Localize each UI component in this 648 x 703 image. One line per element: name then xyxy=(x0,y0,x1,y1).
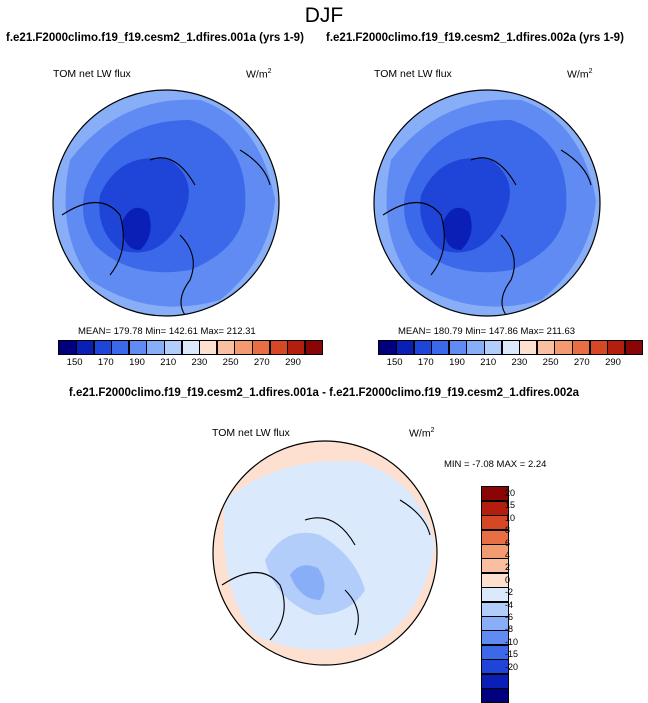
colorbar-tick-label: 170 xyxy=(417,357,434,368)
coastlines xyxy=(382,149,592,316)
map-border xyxy=(212,440,438,666)
colorbar-tick-label: 190 xyxy=(449,357,465,368)
case1-stats: MEAN= 179.78 Min= 142.61 Max= 212.31 xyxy=(78,326,256,337)
flux-fill-low xyxy=(420,158,510,253)
colorbar-swatch xyxy=(554,340,573,355)
colorbar-tick-label: 290 xyxy=(605,357,621,368)
case1-variable-label: TOM net LW flux xyxy=(53,68,131,80)
diff-polar-map xyxy=(212,440,438,666)
colorbar-level-label: 10 xyxy=(505,512,516,523)
colorbar-swatch xyxy=(163,340,183,355)
case2-stats: MEAN= 180.79 Min= 147.86 Max= 211.63 xyxy=(398,326,576,337)
colorbar-tick-label: 270 xyxy=(253,357,270,368)
colorbar-swatch xyxy=(483,340,503,355)
colorbar-tick-label: 250 xyxy=(542,357,559,368)
colorbar-swatch xyxy=(431,340,450,355)
colorbar-swatch xyxy=(378,340,397,355)
colorbar-tick-label: 210 xyxy=(160,357,177,368)
colorbar-swatch xyxy=(269,340,288,355)
map-border xyxy=(373,89,601,317)
colorbar-level-label: -10 xyxy=(505,636,519,647)
flux-fill-min xyxy=(443,207,472,250)
colorbar-swatch xyxy=(448,340,467,355)
diff-colorbar-labels: 20 15 10 8 6 4 2 0 -2 -4 -6 -8 -10 -15 -20 xyxy=(505,487,535,687)
case2-colorbar-ticks: 150 170 190 210 230 250 270 290 xyxy=(379,357,621,369)
coastlines xyxy=(221,499,431,641)
coastlines xyxy=(61,149,271,316)
colorbar-swatch xyxy=(216,340,235,355)
colorbar-tick-label: 210 xyxy=(480,357,497,368)
case2-colorbar xyxy=(378,340,643,355)
colorbar-swatch xyxy=(76,340,95,355)
diff-title: f.e21.F2000climo.f19_f19.cesm2_1.dfires.… xyxy=(68,387,580,399)
colorbar-level-label: 4 xyxy=(505,550,511,560)
case2-polar-map xyxy=(373,89,601,317)
colorbar-swatch xyxy=(304,340,323,355)
colorbar-swatch xyxy=(93,340,112,355)
colorbar-level-label: 0 xyxy=(505,574,511,585)
colorbar-swatch xyxy=(128,340,147,355)
case2-units: W/m2 xyxy=(567,68,593,81)
colorbar-swatch xyxy=(571,340,591,355)
season-title: DJF xyxy=(304,4,344,27)
colorbar-level-label: 15 xyxy=(505,500,516,511)
colorbar-swatch xyxy=(466,340,485,355)
colorbar-swatch xyxy=(58,340,77,355)
colorbar-swatch xyxy=(199,340,218,355)
colorbar-swatch xyxy=(111,340,130,355)
diff-fill-neg4 xyxy=(290,565,325,600)
colorbar-tick-label: 150 xyxy=(66,357,83,368)
colorbar-tick-label: 150 xyxy=(386,357,403,368)
diff-stats: MIN = -7.08 MAX = 2.24 xyxy=(444,459,547,470)
case1-colorbar-ticks: 150 170 190 210 230 250 270 290 xyxy=(59,357,301,369)
colorbar-tick-label: 230 xyxy=(191,357,208,368)
colorbar-swatch xyxy=(501,340,520,355)
flux-fill-low xyxy=(99,158,189,253)
colorbar-swatch xyxy=(536,340,555,355)
colorbar-swatch xyxy=(251,340,271,355)
colorbar-level-label: 6 xyxy=(505,537,511,548)
colorbar-swatch xyxy=(234,340,253,355)
colorbar-tick-label: 290 xyxy=(285,357,301,368)
case1-title: f.e21.F2000climo.f19_f19.cesm2_1.dfires.… xyxy=(6,32,304,44)
colorbar-level-label: -15 xyxy=(505,649,519,660)
colorbar-swatch xyxy=(181,340,200,355)
colorbar-swatch xyxy=(589,340,608,355)
colorbar-swatch xyxy=(481,688,509,703)
colorbar-level-label: 8 xyxy=(505,525,511,536)
case2-variable-label: TOM net LW flux xyxy=(374,68,452,80)
colorbar-level-label: 2 xyxy=(505,562,511,573)
case1-polar-map xyxy=(52,89,280,317)
colorbar-tick-label: 230 xyxy=(511,357,528,368)
diff-variable-label: TOM net LW flux xyxy=(212,427,290,439)
diff-units: W/m2 xyxy=(409,427,435,440)
colorbar-tick-label: 170 xyxy=(97,357,114,368)
colorbar-tick-label: 250 xyxy=(222,357,239,368)
colorbar-tick-label: 270 xyxy=(573,357,590,368)
colorbar-level-label: -4 xyxy=(505,599,514,610)
colorbar-level-label: -2 xyxy=(505,587,514,598)
case2-title: f.e21.F2000climo.f19_f19.cesm2_1.dfires.… xyxy=(326,32,624,44)
colorbar-swatch xyxy=(287,340,306,355)
colorbar-level-label: -6 xyxy=(505,612,514,622)
colorbar-swatch xyxy=(413,340,432,355)
colorbar-tick-label: 190 xyxy=(129,357,145,368)
case1-colorbar xyxy=(58,340,323,355)
flux-fill-min xyxy=(122,207,151,250)
colorbar-swatch xyxy=(624,340,643,355)
colorbar-level-label: -20 xyxy=(505,661,519,672)
case1-units: W/m2 xyxy=(246,68,272,81)
colorbar-swatch xyxy=(519,340,538,355)
colorbar-level-label: -8 xyxy=(505,624,514,635)
map-border xyxy=(52,89,280,317)
colorbar-swatch xyxy=(396,340,415,355)
colorbar-swatch xyxy=(607,340,626,355)
colorbar-level-label: 20 xyxy=(505,488,516,498)
colorbar-swatch xyxy=(146,340,165,355)
